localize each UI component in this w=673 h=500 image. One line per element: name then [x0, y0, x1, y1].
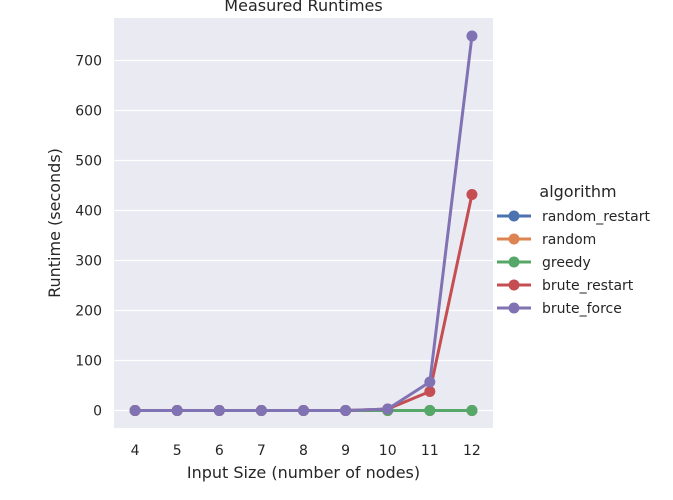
- x-axis: 4 5 6 7 8 9 10 11 12: [131, 443, 481, 459]
- series-brute_force: [129, 30, 478, 416]
- y-tick-label: 100: [75, 354, 102, 370]
- data-point: [424, 386, 436, 397]
- y-tick-label: 700: [75, 54, 102, 70]
- data-point: [382, 403, 394, 415]
- legend-title: algorithm: [539, 182, 616, 201]
- legend-swatch-marker: [508, 233, 520, 245]
- data-point: [171, 405, 183, 416]
- legend-swatch-marker: [508, 279, 520, 291]
- y-tick-label: 0: [93, 404, 102, 420]
- x-tick-label: 8: [299, 443, 308, 459]
- data-point: [424, 376, 436, 388]
- y-tick-label: 500: [75, 154, 102, 170]
- chart-title: Measured Runtimes: [224, 0, 382, 15]
- x-tick-label: 7: [257, 443, 266, 459]
- legend-label: random: [542, 232, 596, 248]
- legend-item-brute_restart: brute_restart: [497, 278, 634, 294]
- legend-label: brute_force: [542, 301, 622, 317]
- data-point: [466, 30, 478, 42]
- y-tick-label: 200: [75, 304, 102, 320]
- x-tick-label: 10: [379, 443, 397, 459]
- data-point: [340, 405, 352, 416]
- x-tick-label: 4: [131, 443, 140, 459]
- y-tick-label: 400: [75, 204, 102, 220]
- y-axis: 0 100 200 300 400 500 600 700: [75, 54, 102, 420]
- y-tick-label: 600: [75, 104, 102, 120]
- legend-swatch-marker: [508, 210, 520, 222]
- y-tick-label: 300: [75, 254, 102, 270]
- legend-label: greedy: [542, 255, 591, 271]
- legend-label: random_restart: [542, 209, 650, 225]
- series-layer: [129, 30, 478, 416]
- y-axis-label: Runtime (seconds): [45, 148, 64, 298]
- legend-item-brute_force: brute_force: [497, 301, 622, 317]
- x-tick-label: 6: [215, 443, 224, 459]
- data-point: [466, 405, 478, 416]
- legend-item-greedy: greedy: [497, 255, 591, 271]
- legend-swatch-marker: [508, 302, 520, 314]
- data-point: [466, 189, 478, 200]
- data-point: [129, 405, 141, 416]
- x-tick-label: 12: [463, 443, 481, 459]
- data-point: [213, 405, 225, 416]
- x-tick-label: 9: [341, 443, 350, 459]
- legend-swatch-marker: [508, 256, 520, 268]
- legend-item-random: random: [497, 232, 596, 248]
- x-axis-label: Input Size (number of nodes): [187, 463, 420, 482]
- legend-label: brute_restart: [542, 278, 634, 294]
- legend-item-random_restart: random_restart: [497, 209, 650, 225]
- data-point: [424, 405, 436, 416]
- x-tick-label: 5: [173, 443, 182, 459]
- plot-area: [114, 18, 493, 428]
- data-point: [255, 405, 267, 416]
- x-tick-label: 11: [421, 443, 439, 459]
- data-point: [298, 405, 309, 416]
